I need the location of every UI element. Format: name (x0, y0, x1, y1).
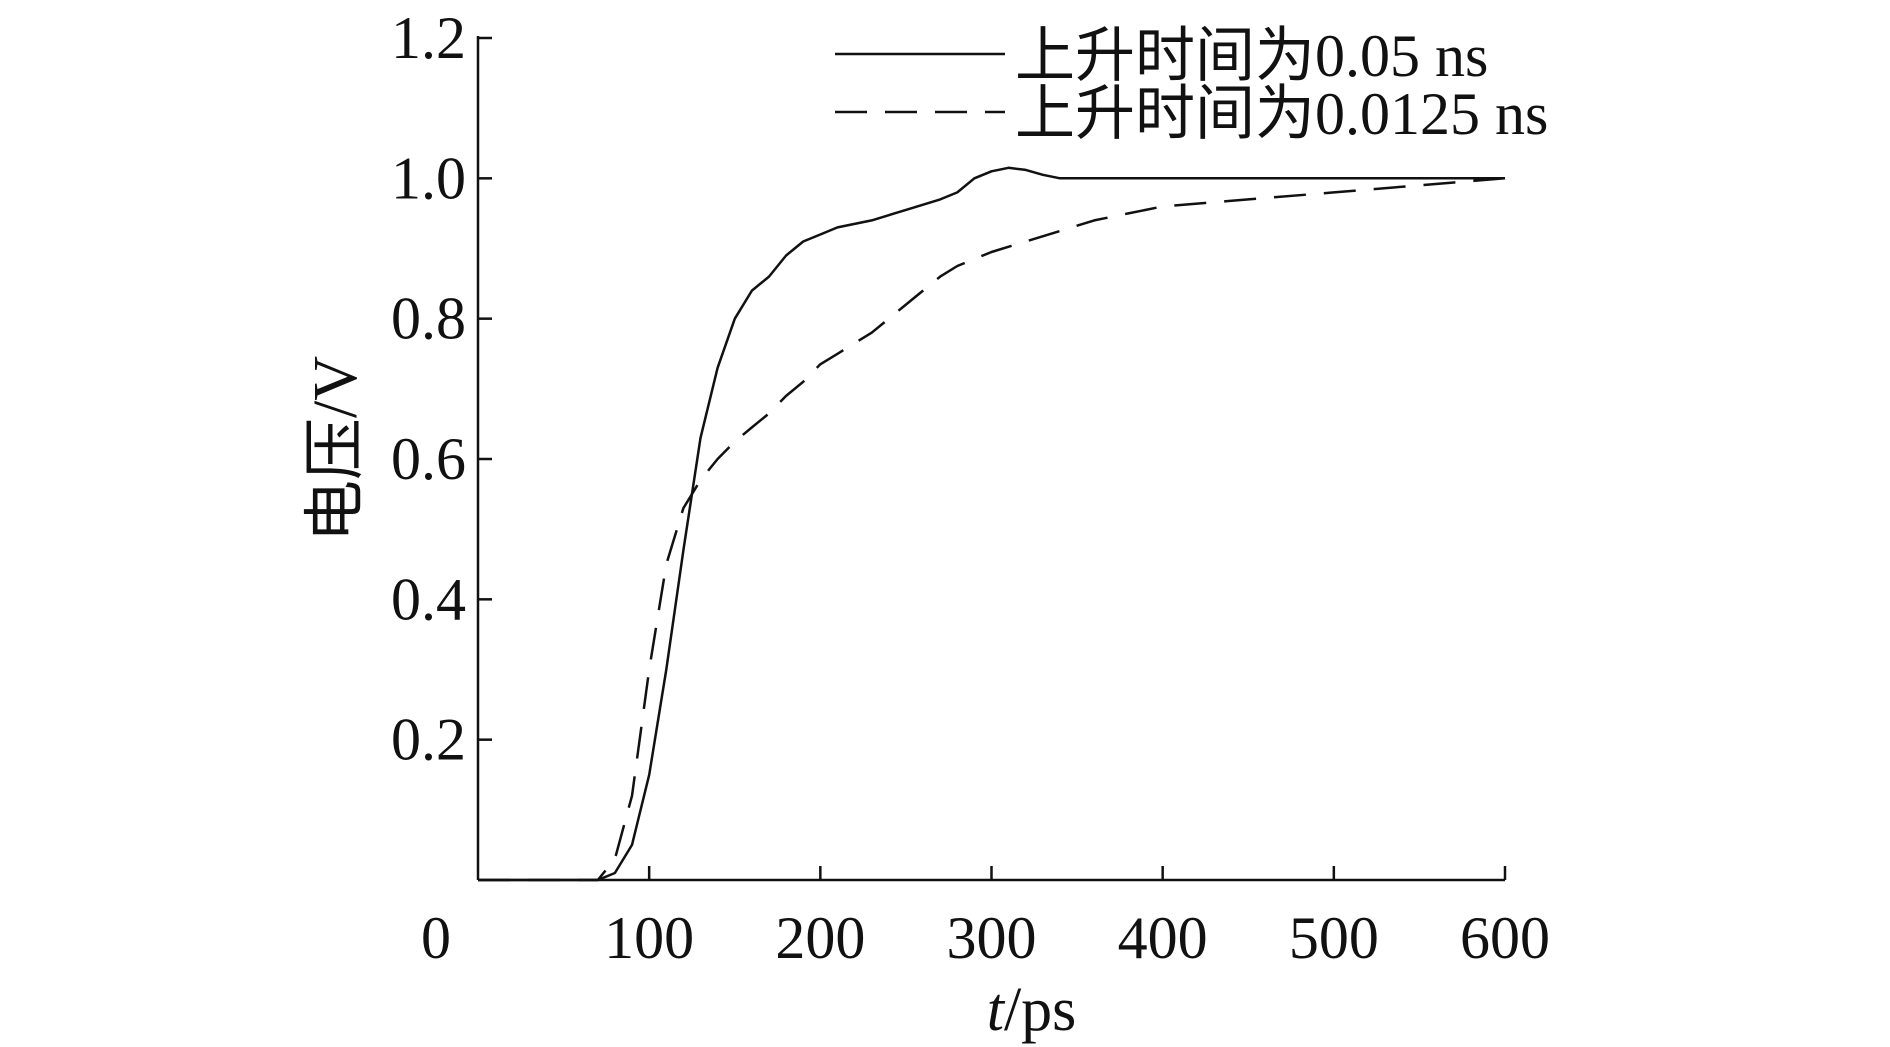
series-line-solid (478, 166, 1505, 882)
legend-label-dashed: 上升时间为0.0125 ns (1015, 81, 1548, 147)
legend: 上升时间为0.05 ns 上升时间为0.0125 ns (835, 23, 1548, 147)
x-tick-label: 200 (775, 905, 865, 971)
y-tick-label: 0.2 (391, 707, 466, 773)
x-tick-label: 300 (947, 905, 1037, 971)
series-layer (478, 166, 1506, 882)
x-ticks: 0 100 200 300 400 500 600 (421, 866, 1550, 971)
x-tick-label: 0 (421, 905, 451, 971)
x-axis-label: t/ps (987, 976, 1077, 1044)
x-tick-label: 100 (604, 905, 694, 971)
x-tick-label: 500 (1289, 905, 1379, 971)
x-axis-label-unit: /ps (1004, 976, 1076, 1044)
x-tick-label: 400 (1118, 905, 1208, 971)
legend-label-solid: 上升时间为0.05 ns (1015, 23, 1488, 89)
x-axis-label-variable: t (987, 976, 1006, 1044)
y-ticks: 0.2 0.4 0.6 0.8 1.0 1.2 (391, 5, 492, 773)
x-tick-label: 600 (1460, 905, 1550, 971)
series-line-dashed (478, 177, 1506, 882)
y-axis-label: 电压/V (302, 356, 370, 542)
y-tick-label: 0.6 (391, 426, 466, 492)
y-tick-label: 0.8 (391, 286, 466, 352)
y-tick-label: 0.4 (391, 566, 466, 632)
y-tick-label: 1.0 (391, 145, 466, 211)
y-tick-label: 1.2 (391, 5, 466, 71)
axes: 0 100 200 300 400 500 600 0.2 0.4 0.6 0.8 1.0 1.2 (391, 5, 1550, 971)
